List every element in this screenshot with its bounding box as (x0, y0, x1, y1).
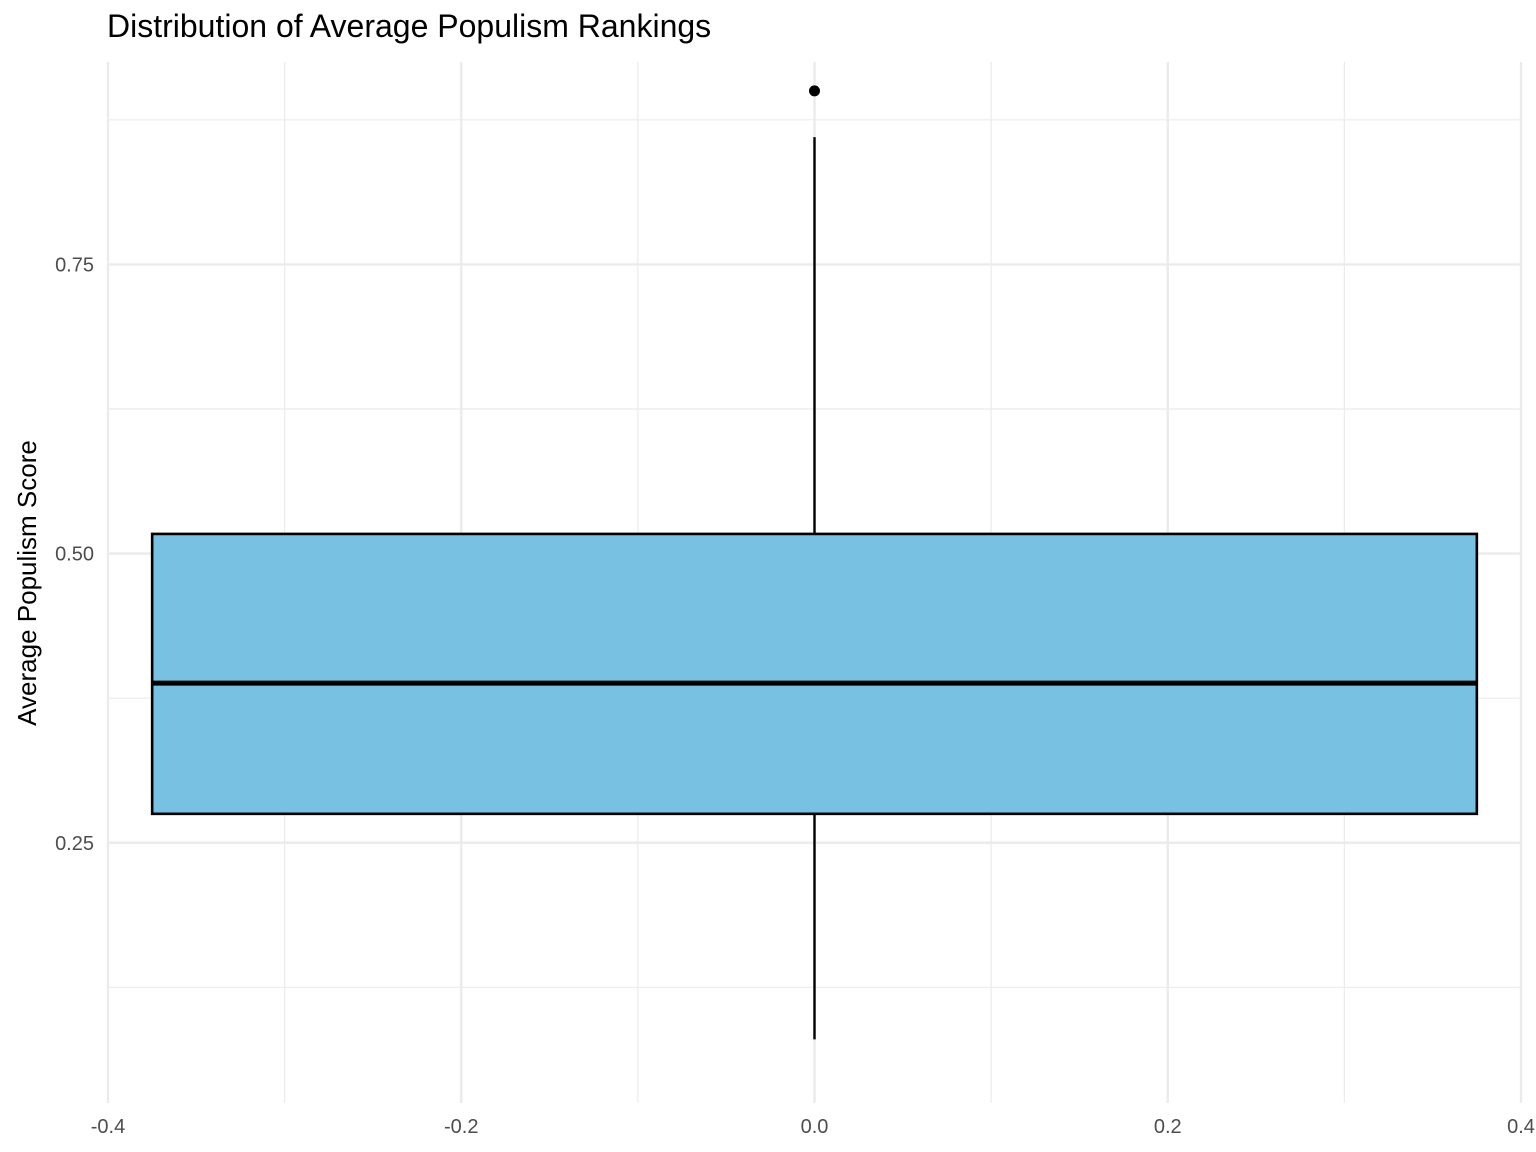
y-tick-label: 0.25 (55, 833, 94, 855)
iqr-box (150, 532, 1479, 816)
x-tick-label: -0.2 (444, 1116, 478, 1138)
box-layer (150, 85, 1479, 1040)
x-tick-label: 0.2 (1154, 1116, 1182, 1138)
y-tick-label: 0.50 (55, 544, 94, 566)
x-tick-label: 0.4 (1507, 1116, 1535, 1138)
y-axis-label: Average Populism Score (12, 440, 42, 726)
chart-title: Distribution of Average Populism Ranking… (107, 8, 712, 44)
x-tick-label: 0.0 (801, 1116, 829, 1138)
outlier-point (809, 85, 820, 97)
tick-labels: -0.4 -0.2 0.0 0.2 0.4 0.25 0.50 0.75 (55, 254, 1535, 1138)
x-tick-label: -0.4 (91, 1116, 125, 1138)
y-tick-label: 0.75 (55, 254, 94, 276)
